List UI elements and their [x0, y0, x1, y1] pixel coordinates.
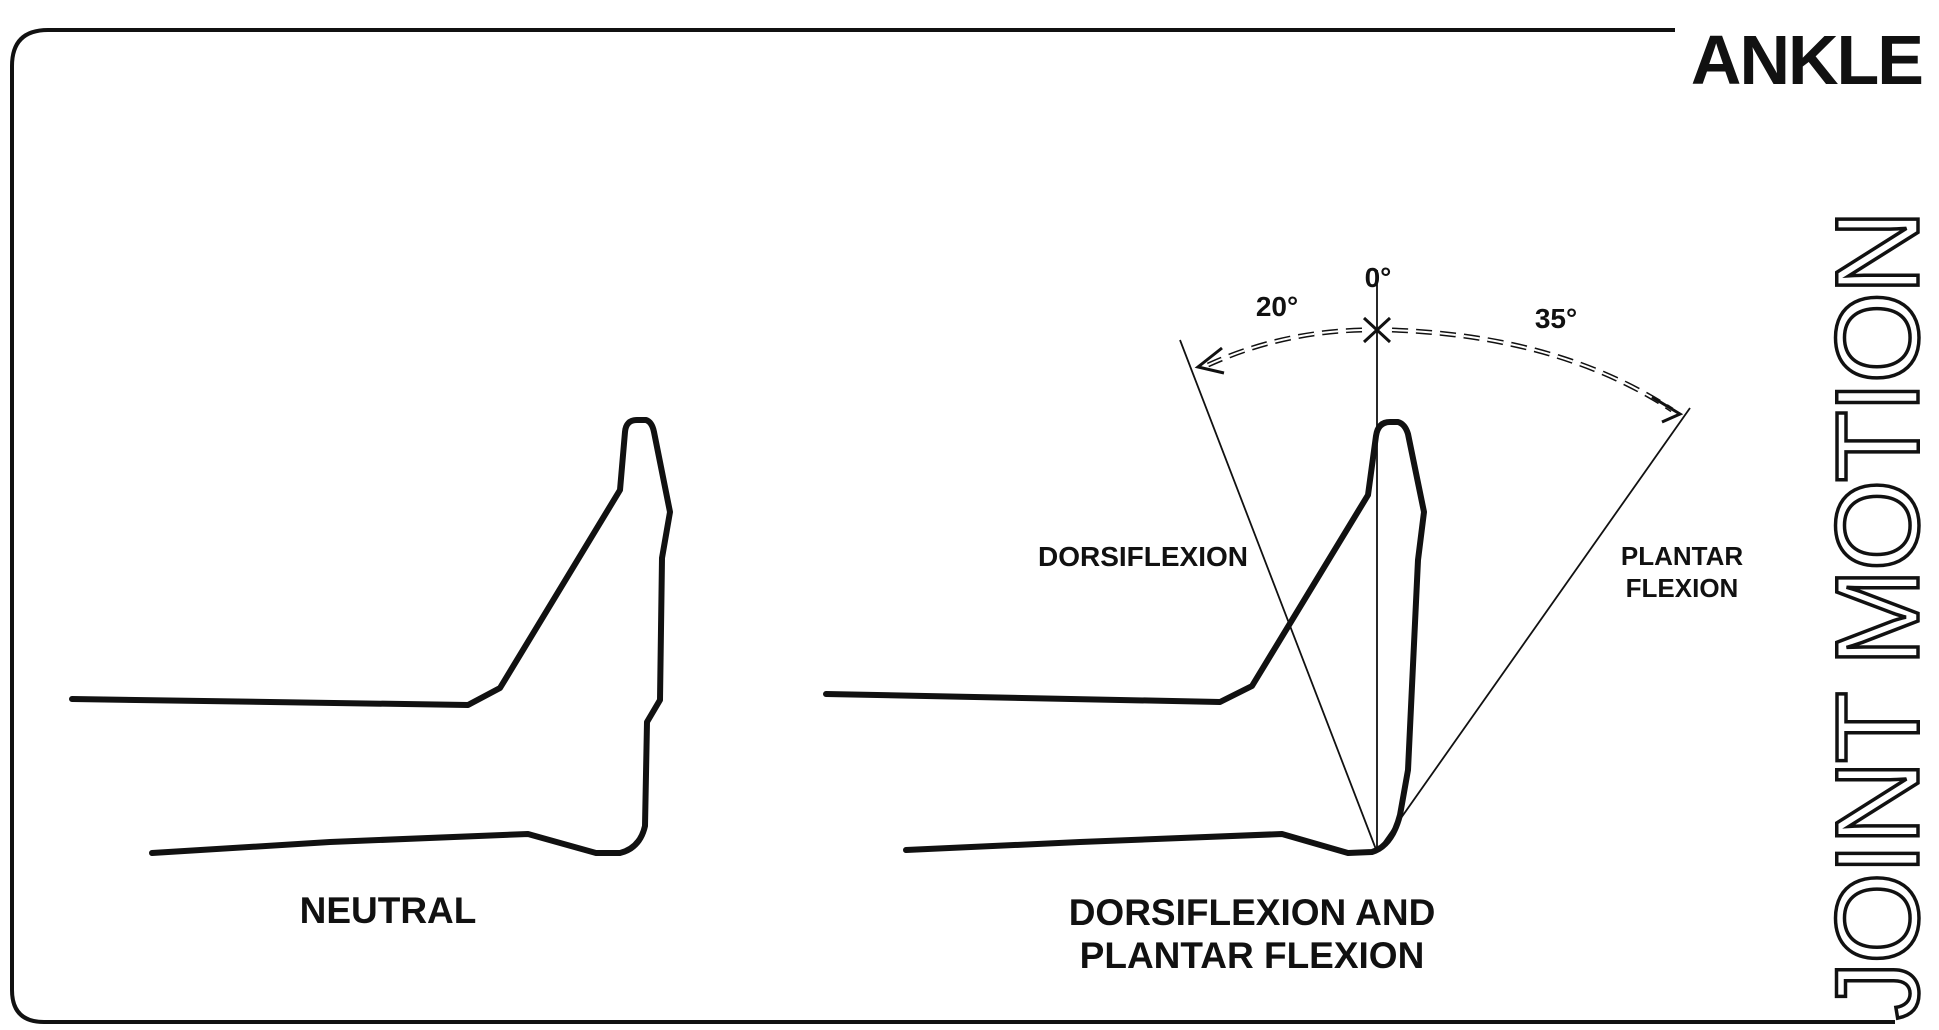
motion-label-line2: PLANTAR FLEXION: [1080, 935, 1425, 976]
dorsiflexion-degree-label: 20°: [1256, 291, 1298, 322]
dorsiflexion-arc: [1206, 327, 1363, 368]
neutral-foot-figure: [69, 417, 673, 856]
plantar-flexion-label-line2: FLEXION: [1626, 573, 1739, 603]
motion-arcs: [1194, 316, 1684, 424]
plantar-flexion-arc: [1391, 327, 1674, 413]
neutral-label: NEUTRAL: [300, 890, 477, 931]
neutral-foot-outline: [69, 417, 673, 856]
dorsiflexion-axis-line: [1179, 339, 1378, 853]
plantar-flexion-degree-label: 35°: [1535, 303, 1577, 334]
motion-foot-figure: [823, 419, 1427, 856]
frame-border: [10, 28, 1895, 1024]
motion-label-line1: DORSIFLEXION AND: [1069, 892, 1436, 933]
side-title: JOINT MOTION: [1812, 213, 1939, 1020]
page-title: ANKLE: [1691, 21, 1922, 99]
dorsiflexion-label: DORSIFLEXION: [1038, 541, 1248, 572]
motion-foot-outline: [823, 419, 1427, 856]
angle-reference-lines: [1179, 270, 1691, 853]
plantar-flexion-axis-line: [1376, 407, 1691, 853]
plantar-flexion-arrowhead: [1651, 395, 1684, 424]
dorsiflexion-arrowhead: [1194, 346, 1225, 375]
zero-degree-label: 0°: [1365, 262, 1392, 293]
plantar-flexion-label-line1: PLANTAR: [1621, 541, 1744, 571]
zero-right-arrowhead: [1374, 316, 1392, 344]
